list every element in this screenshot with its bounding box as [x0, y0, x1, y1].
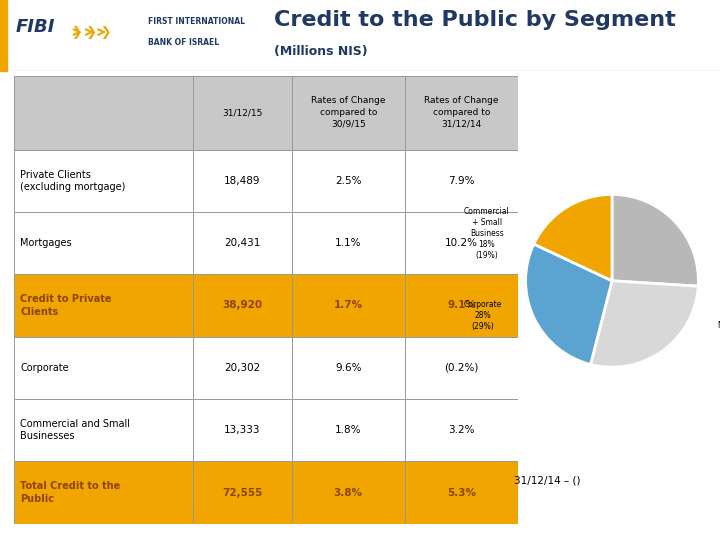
Text: 9.6%: 9.6%: [335, 363, 361, 373]
Bar: [193, 212, 292, 274]
Text: 2.5%: 2.5%: [335, 176, 361, 186]
Text: 31/12/14 – (): 31/12/14 – (): [513, 476, 580, 485]
Wedge shape: [612, 194, 698, 286]
Bar: [292, 76, 405, 150]
Bar: [292, 336, 405, 399]
Bar: [193, 274, 292, 336]
Bar: [405, 336, 518, 399]
Text: 1.7%: 1.7%: [334, 300, 363, 310]
Bar: [193, 399, 292, 461]
Bar: [292, 212, 405, 274]
Bar: [405, 274, 518, 336]
Text: ❯ ❯ ❯: ❯ ❯ ❯: [72, 25, 112, 38]
Bar: [14, 212, 193, 274]
Text: Commercial
+ Small
Business
18%
(19%): Commercial + Small Business 18% (19%): [464, 207, 510, 260]
Bar: [193, 461, 292, 524]
Bar: [405, 150, 518, 212]
Text: Credit to the Public by Segment: Credit to the Public by Segment: [274, 10, 675, 30]
Bar: [405, 461, 518, 524]
Text: 38,920: 38,920: [222, 300, 263, 310]
Text: (0.2%): (0.2%): [444, 363, 479, 373]
Bar: [292, 461, 405, 524]
Text: Corporate: Corporate: [20, 363, 69, 373]
Text: 1.8%: 1.8%: [335, 425, 361, 435]
Text: Rates of Change
compared to
30/9/15: Rates of Change compared to 30/9/15: [311, 96, 385, 129]
Bar: [405, 76, 518, 150]
Text: 10.2%: 10.2%: [445, 238, 478, 248]
Bar: [193, 76, 292, 150]
Bar: [193, 150, 292, 212]
Bar: [14, 274, 193, 336]
Text: 20,431: 20,431: [224, 238, 261, 248]
Text: 18,489: 18,489: [224, 176, 261, 186]
Text: Private Clients
(excluding mortgage): Private Clients (excluding mortgage): [20, 170, 126, 192]
Wedge shape: [590, 281, 698, 367]
Text: Total Credit to the
Public: Total Credit to the Public: [20, 482, 121, 504]
Text: Mortgages
28%
(27%): Mortgages 28% (27%): [717, 321, 720, 353]
Bar: [292, 399, 405, 461]
Text: 3.8%: 3.8%: [334, 488, 363, 498]
Text: 5.3%: 5.3%: [447, 488, 476, 498]
Text: Commercial and Small
Businesses: Commercial and Small Businesses: [20, 419, 130, 441]
Bar: [14, 76, 193, 150]
Text: Corporate
28%
(29%): Corporate 28% (29%): [463, 300, 502, 331]
Bar: [292, 274, 405, 336]
Text: 3.2%: 3.2%: [449, 425, 475, 435]
Text: 14: 14: [680, 518, 702, 532]
Wedge shape: [526, 244, 612, 364]
Text: 20,302: 20,302: [225, 363, 261, 373]
Bar: [405, 399, 518, 461]
Text: (Millions NIS): (Millions NIS): [274, 45, 367, 58]
Text: 9.1%: 9.1%: [447, 300, 476, 310]
Text: FIBI: FIBI: [16, 18, 55, 36]
Bar: [193, 336, 292, 399]
Text: FIRST INTERNATIONAL: FIRST INTERNATIONAL: [148, 17, 245, 26]
Text: 13,333: 13,333: [224, 425, 261, 435]
Text: Rates of Change
compared to
31/12/14: Rates of Change compared to 31/12/14: [425, 96, 499, 129]
Text: 1.1%: 1.1%: [335, 238, 361, 248]
Wedge shape: [534, 194, 612, 281]
Bar: [405, 212, 518, 274]
Bar: [14, 150, 193, 212]
Text: 31/12/15: 31/12/15: [222, 108, 263, 117]
Text: Mortgages: Mortgages: [20, 238, 72, 248]
Bar: [292, 150, 405, 212]
Bar: [14, 399, 193, 461]
Text: BANK OF ISRAEL: BANK OF ISRAEL: [148, 38, 219, 48]
Bar: [14, 336, 193, 399]
Bar: [14, 461, 193, 524]
Text: 7.9%: 7.9%: [449, 176, 475, 186]
Text: Credit to Private
Clients: Credit to Private Clients: [20, 294, 112, 316]
Text: 72,555: 72,555: [222, 488, 263, 498]
